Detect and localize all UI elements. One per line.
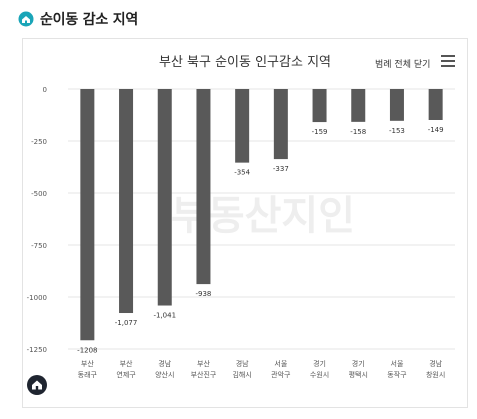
data-label: -149 <box>428 126 444 134</box>
y-tick-label: -750 <box>31 242 47 250</box>
data-label: -159 <box>312 128 328 136</box>
home-icon[interactable] <box>27 375 47 395</box>
bar[interactable] <box>273 89 288 160</box>
x-tick-label: 연제구 <box>116 371 136 379</box>
x-tick-label: 부산진구 <box>191 370 217 379</box>
section-header: 순이동 감소 지역 <box>18 8 138 30</box>
hamburger-menu-icon[interactable] <box>441 55 455 67</box>
bar[interactable] <box>119 89 134 314</box>
x-tick-label: 동작구 <box>387 370 407 379</box>
data-label: -1,041 <box>153 312 176 320</box>
section-title: 순이동 감소 지역 <box>40 12 139 28</box>
bar-chart: 부동산지인 -1208-1,077-1,041-938-354 -337-159-… <box>27 86 455 379</box>
bar[interactable] <box>389 89 404 121</box>
bar[interactable] <box>196 89 211 285</box>
x-tick-label: 부산 <box>120 359 133 368</box>
chart-card: 부산 북구 순이동 인구감소 지역 범례 전체 닫기 부동산지인 -1208 -1… <box>22 38 468 408</box>
y-tick-label: 0 <box>43 86 47 94</box>
x-tick-label: 부산 <box>81 359 94 368</box>
data-label: -938 <box>196 290 212 298</box>
x-tick-label: 평택시 <box>349 370 368 379</box>
x-tick-label: 경기 <box>313 359 326 368</box>
chart-title: 부산 북구 순이동 인구감소 지역 <box>158 55 331 70</box>
y-tick-label: -1250 <box>27 346 47 354</box>
house-pin-icon <box>18 11 34 27</box>
data-label: -1208 <box>77 346 97 354</box>
x-tick-label: 부산 <box>197 359 210 368</box>
data-label: -153 <box>389 127 405 135</box>
bar[interactable] <box>157 89 172 306</box>
y-tick-label: -500 <box>31 190 47 198</box>
bar[interactable] <box>351 89 366 122</box>
bar[interactable] <box>428 89 443 120</box>
bar[interactable] <box>235 89 250 163</box>
x-tick-label: 경남 <box>236 359 249 368</box>
x-tick-label: 서울 <box>274 359 287 368</box>
bar[interactable] <box>80 89 95 341</box>
x-tick-label: 경기 <box>352 359 365 368</box>
data-label: -337 <box>273 165 289 173</box>
x-tick-label: 양산시 <box>155 370 174 379</box>
x-tick-label: 김해시 <box>232 370 251 379</box>
legend-toggle-button[interactable]: 범례 전체 닫기 <box>371 55 435 72</box>
y-tick-label: -250 <box>31 138 47 146</box>
x-tick-label: 창원시 <box>426 370 445 379</box>
x-tick-label: 수원시 <box>310 370 329 379</box>
x-tick-label: 서울 <box>391 359 404 368</box>
data-label: -354 <box>234 169 250 177</box>
x-tick-label: 동래구 <box>78 370 98 379</box>
x-tick-label: 경남 <box>158 359 171 368</box>
y-tick-label: -1000 <box>27 294 47 302</box>
data-label: -158 <box>350 128 366 136</box>
x-tick-label: 관악구 <box>271 370 291 379</box>
bar[interactable] <box>312 89 327 123</box>
x-tick-label: 경남 <box>429 359 442 368</box>
data-label: -1,077 <box>115 319 138 327</box>
